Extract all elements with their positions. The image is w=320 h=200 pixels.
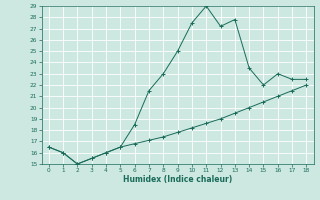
X-axis label: Humidex (Indice chaleur): Humidex (Indice chaleur): [123, 175, 232, 184]
